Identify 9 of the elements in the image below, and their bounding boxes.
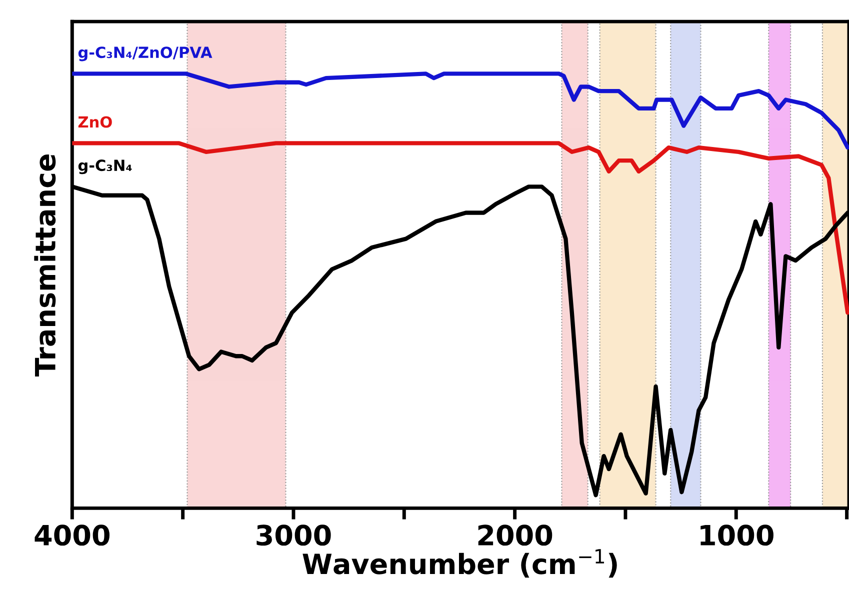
x-tick-label: 1000 (700, 524, 774, 546)
series-label: g-C₃N₄/ZnO/PVA (78, 46, 212, 62)
series-label: g-C₃N₄ (78, 160, 132, 174)
x-axis-title: Wavenumber (cm$^{−1}$) (302, 549, 617, 578)
x-tick-label: 4000 (34, 524, 110, 546)
series-label: ZnO (78, 116, 112, 128)
x-tick-label: 2000 (478, 524, 552, 546)
x-tick-label: 3000 (256, 524, 331, 546)
y-axis-title: Transmittance (34, 154, 56, 376)
